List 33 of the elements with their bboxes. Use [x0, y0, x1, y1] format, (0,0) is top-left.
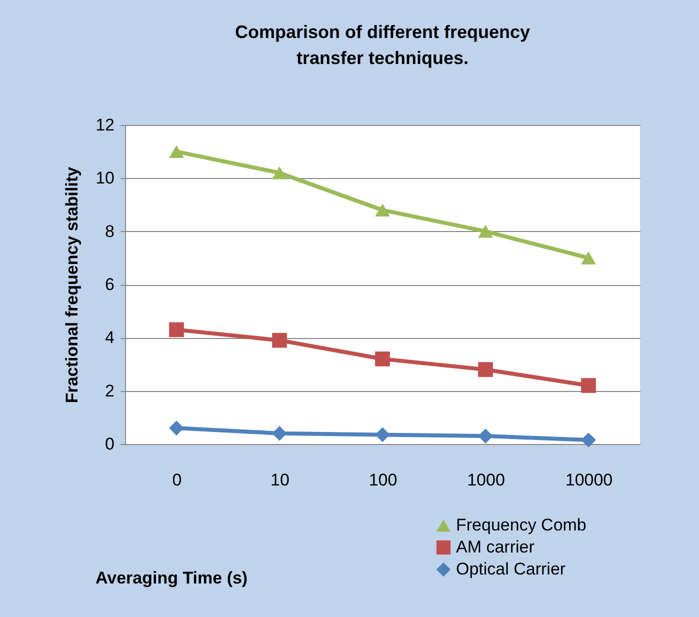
x-tick-label: 10 — [270, 470, 290, 490]
point — [581, 432, 596, 448]
point — [169, 420, 184, 436]
y-tick-label: 12 — [96, 116, 114, 134]
point — [478, 428, 493, 444]
point — [169, 145, 184, 158]
x-tick-label: 1000 — [467, 470, 505, 490]
y-tick-label: 4 — [105, 328, 114, 348]
point — [375, 427, 390, 442]
x-tick-label: 100 — [368, 470, 398, 490]
x-tick-label: 10000 — [565, 470, 613, 490]
point — [169, 322, 184, 338]
point — [478, 362, 493, 377]
legend-label: Optical Carrier — [456, 560, 566, 578]
point — [375, 204, 390, 216]
x-axis-title: Averaging Time (s) — [96, 568, 248, 588]
point — [272, 166, 287, 180]
legend-label: AM carrier — [456, 538, 535, 556]
point — [272, 332, 287, 348]
point — [375, 352, 390, 366]
point — [581, 378, 596, 393]
x-tick-label: 0 — [172, 470, 182, 490]
y-axis-title: Fractional frequency stability — [62, 166, 82, 404]
point — [581, 251, 596, 264]
chart-title: Comparison of different frequency transfer techniques. — [234, 22, 530, 68]
y-tick-label: 8 — [105, 222, 114, 241]
point — [272, 426, 287, 441]
y-tick-label: 2 — [105, 381, 114, 400]
y-tick-label: 6 — [105, 275, 114, 294]
legend-label: Frequency Comb — [456, 516, 586, 534]
y-tick-label: 10 — [96, 168, 114, 188]
y-tick-label: 0 — [105, 434, 114, 454]
point — [478, 224, 493, 238]
